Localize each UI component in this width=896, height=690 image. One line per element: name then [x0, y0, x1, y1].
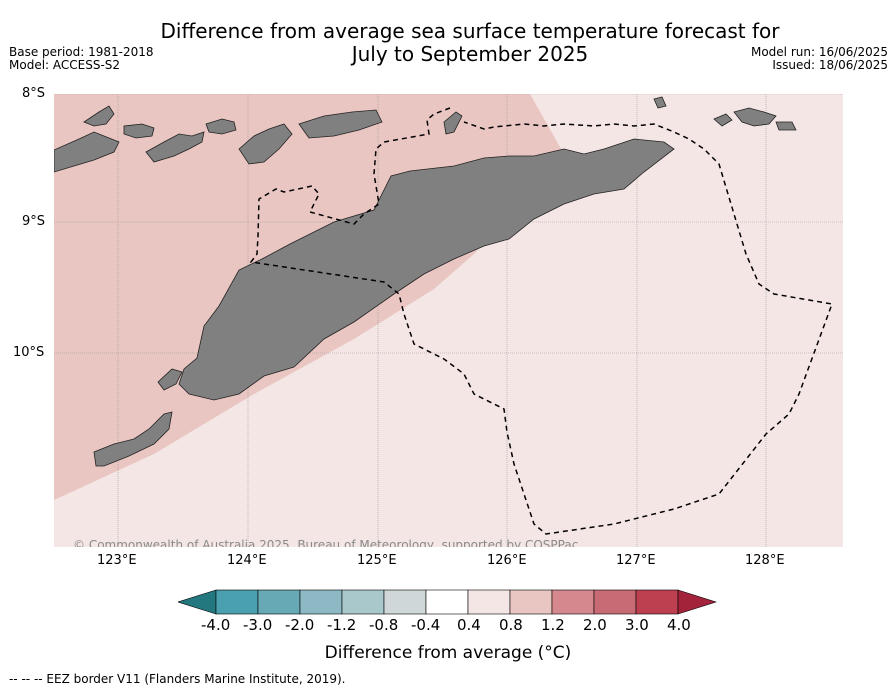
cbar-tick: 1.2	[541, 616, 565, 634]
colorbar-segment	[467, 589, 511, 615]
pantar-island	[205, 118, 237, 135]
lat-label-10s: 10°S	[13, 345, 45, 360]
colorbar-segment	[425, 589, 469, 615]
wetar-small	[298, 109, 383, 139]
leti-island	[713, 113, 733, 127]
semau-island	[157, 368, 183, 391]
colorbar-segment	[215, 589, 259, 615]
kisar-island	[653, 96, 667, 109]
lon-label-126e: 126°E	[487, 553, 527, 568]
cbar-tick: 0.4	[457, 616, 481, 634]
timor-island	[178, 138, 675, 401]
model-run-text: Model run: 16/06/2025	[750, 45, 888, 59]
lat-label-9s: 9°S	[22, 214, 46, 229]
cbar-tick: -4.0	[201, 616, 231, 634]
title-line-2: July to September 2025	[351, 42, 589, 66]
flores-island	[54, 131, 120, 173]
sst-anomaly-map: © Commonwealth of Australia 2025, Bureau…	[54, 94, 843, 547]
lat-label-8s: 8°S	[22, 86, 46, 101]
colorbar-segment	[383, 589, 427, 615]
lembata-island	[145, 131, 205, 163]
adonara-island	[83, 105, 115, 127]
colorbar-tick-labels: -4.0 -3.0 -2.0 -1.2 -0.8 -0.4 0.4 0.8 1.…	[0, 616, 896, 636]
alor-island	[238, 123, 293, 165]
colorbar-max-extension	[677, 589, 717, 615]
colorbar-segment	[299, 589, 343, 615]
colorbar-segments	[178, 589, 717, 615]
chart-title: Difference from average sea surface temp…	[120, 20, 820, 66]
land-masses	[54, 96, 797, 467]
lon-label-128e: 128°E	[745, 553, 785, 568]
lon-label-123e: 123°E	[97, 553, 137, 568]
cbar-tick: 4.0	[667, 616, 691, 634]
meta-right: Model run: 16/06/2025 Issued: 18/06/2025	[751, 46, 888, 72]
cbar-tick: -2.0	[285, 616, 315, 634]
cbar-tick: 3.0	[625, 616, 649, 634]
eez-legend: -- -- -- EEZ border V11 (Flanders Marine…	[9, 672, 346, 686]
issued-text: Issued: 18/06/2025	[772, 58, 888, 72]
cbar-tick: 0.8	[499, 616, 523, 634]
colorbar-segment	[593, 589, 637, 615]
rote-island	[93, 411, 173, 467]
colorbar-segment	[341, 589, 385, 615]
eez-border	[249, 107, 834, 535]
model-text: Model: ACCESS-S2	[9, 58, 121, 72]
lon-label-127e: 127°E	[616, 553, 656, 568]
cbar-tick: -0.4	[411, 616, 441, 634]
meta-left: Base period: 1981-2018 Model: ACCESS-S2	[9, 46, 154, 72]
cbar-tick: -1.2	[327, 616, 357, 634]
cbar-tick: -0.8	[369, 616, 399, 634]
atauro-island	[443, 111, 463, 135]
colorbar-segment	[257, 589, 301, 615]
colorbar-title: Difference from average (°C)	[324, 643, 572, 663]
lon-label-125e: 125°E	[357, 553, 397, 568]
colorbar-segment	[509, 589, 553, 615]
moa-island	[733, 107, 777, 127]
cbar-tick: -3.0	[243, 616, 273, 634]
colorbar-segment	[551, 589, 595, 615]
base-period-text: Base period: 1981-2018	[9, 45, 154, 59]
lon-label-124e: 124°E	[227, 553, 267, 568]
colorbar-segment	[635, 589, 679, 615]
title-line-1: Difference from average sea surface temp…	[160, 19, 780, 43]
colorbar	[178, 589, 717, 615]
colorbar-min-extension	[178, 589, 217, 615]
solor-island	[123, 123, 155, 139]
cbar-tick: 2.0	[583, 616, 607, 634]
lakor-island	[775, 121, 797, 131]
copyright-notice: © Commonwealth of Australia 2025, Bureau…	[73, 538, 578, 547]
